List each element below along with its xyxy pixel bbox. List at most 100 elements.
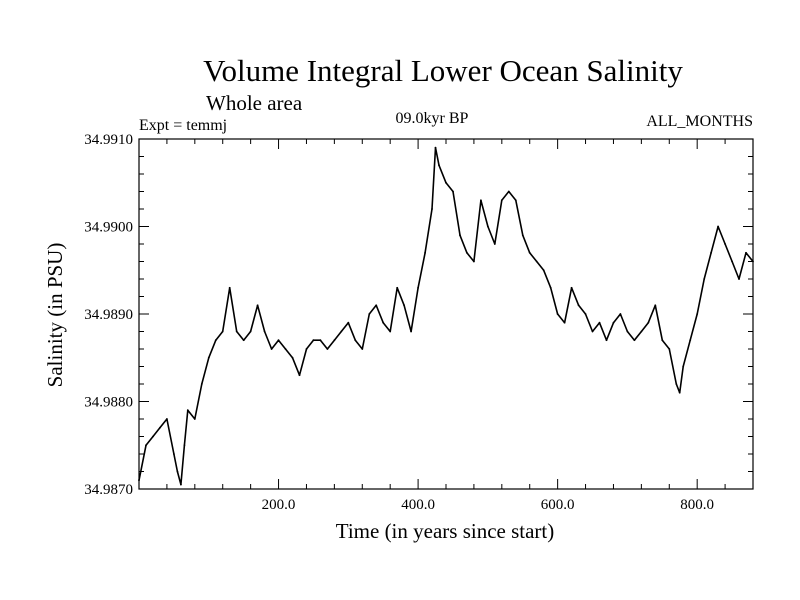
data-point — [145, 444, 147, 447]
data-point — [535, 260, 538, 263]
data-point — [661, 339, 664, 342]
data-point — [200, 383, 203, 385]
data-point — [675, 383, 678, 385]
x-tick-label: 600.0 — [541, 497, 575, 513]
data-point — [717, 225, 719, 228]
data-point — [647, 321, 650, 324]
data-point — [403, 304, 405, 307]
data-point — [207, 356, 210, 359]
data-point — [682, 365, 685, 368]
data-point — [689, 339, 692, 342]
data-point — [507, 190, 510, 193]
y-tick-label: 34.9870 — [84, 482, 133, 498]
data-point — [654, 304, 657, 307]
x-tick-label: 400.0 — [401, 497, 435, 513]
data-point — [417, 286, 419, 289]
data-point — [703, 278, 706, 280]
salinity-series-line — [138, 146, 754, 486]
data-point — [445, 181, 447, 184]
x-axis-label: Time (in years since start) — [336, 519, 555, 543]
data-point — [605, 339, 608, 342]
data-point — [375, 304, 378, 307]
months-label: ALL_MONTHS — [646, 113, 753, 130]
data-point — [696, 313, 699, 315]
data-point — [291, 356, 294, 359]
data-point — [242, 339, 245, 342]
data-point — [183, 444, 186, 447]
data-point — [528, 251, 531, 254]
data-point — [556, 313, 559, 315]
data-point — [277, 339, 280, 342]
data-point — [640, 330, 643, 333]
data-point — [354, 339, 357, 342]
data-point — [563, 321, 566, 324]
x-tick-label: 200.0 — [262, 497, 296, 513]
data-point — [598, 321, 601, 324]
data-point — [319, 339, 322, 342]
data-point — [612, 321, 615, 324]
data-point — [710, 251, 712, 254]
data-point — [298, 374, 301, 377]
data-point — [263, 330, 266, 333]
data-point — [235, 330, 238, 333]
data-point — [193, 418, 196, 420]
data-point — [487, 225, 489, 228]
data-point — [270, 348, 273, 350]
data-point — [424, 251, 426, 254]
data-point — [305, 348, 308, 350]
data-point — [738, 278, 740, 280]
data-point — [570, 286, 573, 289]
data-point — [626, 330, 629, 333]
data-point — [382, 321, 385, 324]
data-point — [152, 435, 154, 438]
data-point — [678, 391, 681, 394]
plot-frame — [138, 138, 754, 490]
data-point — [389, 330, 392, 333]
chart-subtitle: Whole area — [206, 91, 303, 115]
data-point — [480, 199, 482, 202]
data-point — [434, 146, 437, 149]
data-point — [514, 199, 517, 202]
data-point — [633, 339, 636, 342]
data-point — [326, 348, 329, 350]
data-point — [459, 234, 461, 237]
data-point — [584, 313, 587, 315]
x-tick-label: 800.0 — [680, 497, 714, 513]
experiment-label: Expt = temmj — [139, 117, 227, 134]
data-point — [166, 418, 168, 420]
data-point — [312, 339, 315, 342]
data-point — [180, 483, 182, 486]
data-point — [745, 251, 747, 254]
data-point — [214, 339, 217, 342]
data-point — [361, 348, 364, 350]
y-tick-label: 34.9900 — [84, 220, 133, 236]
data-point — [500, 199, 503, 202]
data-point — [256, 304, 259, 307]
data-point — [724, 243, 726, 245]
data-point — [591, 330, 594, 333]
data-point — [176, 470, 179, 473]
data-point — [284, 348, 287, 350]
y-tick-label: 34.9910 — [84, 132, 133, 148]
data-point — [619, 313, 622, 315]
data-point — [173, 453, 175, 455]
data-point — [396, 286, 399, 289]
period-label: 09.0kyr BP — [396, 110, 469, 127]
data-point — [431, 208, 433, 210]
data-point — [668, 348, 671, 350]
data-point — [186, 409, 189, 412]
data-point — [731, 260, 733, 263]
y-tick-label: 34.9880 — [84, 395, 133, 411]
data-point — [368, 313, 371, 315]
data-point — [577, 304, 580, 307]
y-axis-label: Salinity (in PSU) — [43, 243, 67, 388]
chart-title: Volume Integral Lower Ocean Salinity — [203, 53, 683, 88]
data-point — [452, 190, 454, 193]
data-point — [221, 330, 224, 333]
data-point — [542, 269, 545, 272]
data-point — [466, 251, 468, 254]
data-point — [347, 321, 350, 324]
data-point — [549, 286, 552, 289]
data-point — [521, 234, 524, 237]
